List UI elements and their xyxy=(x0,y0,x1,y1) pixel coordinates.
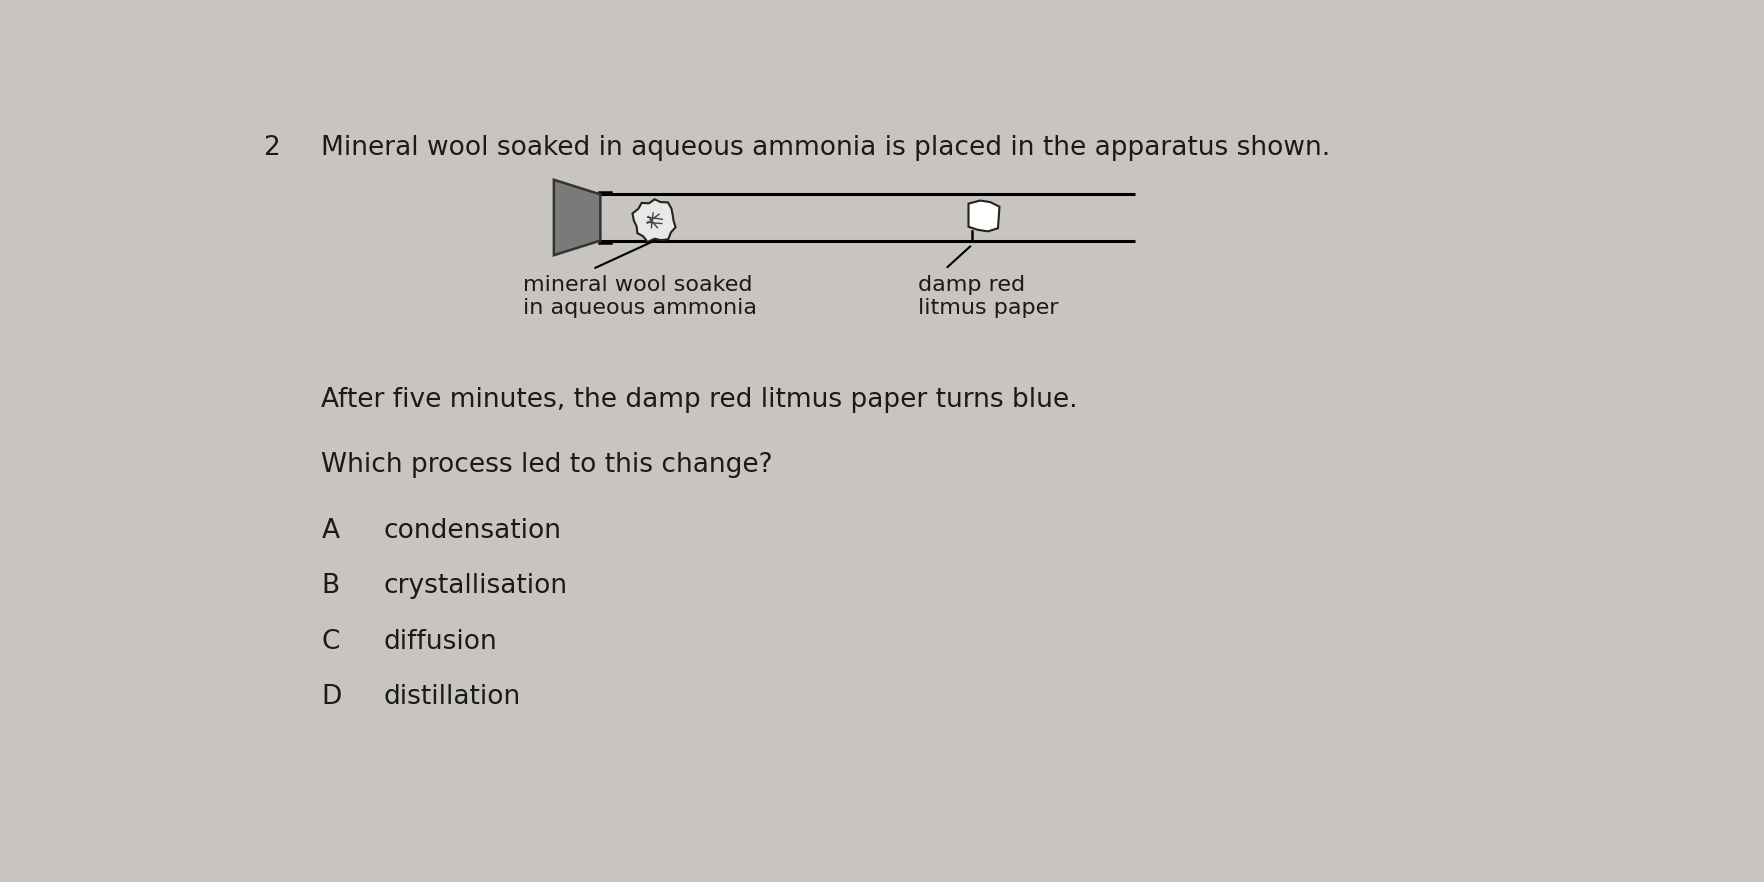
Text: damp red
litmus paper: damp red litmus paper xyxy=(917,275,1058,318)
Text: condensation: condensation xyxy=(383,518,561,544)
Text: Mineral wool soaked in aqueous ammonia is placed in the apparatus shown.: Mineral wool soaked in aqueous ammonia i… xyxy=(321,135,1330,161)
Polygon shape xyxy=(554,180,600,255)
Text: After five minutes, the damp red litmus paper turns blue.: After five minutes, the damp red litmus … xyxy=(321,387,1078,413)
Text: D: D xyxy=(321,684,342,710)
Polygon shape xyxy=(632,199,676,242)
Text: 2: 2 xyxy=(263,135,280,161)
Text: mineral wool soaked
in aqueous ammonia: mineral wool soaked in aqueous ammonia xyxy=(522,275,757,318)
Text: distillation: distillation xyxy=(383,684,520,710)
Text: Which process led to this change?: Which process led to this change? xyxy=(321,452,773,478)
Text: diffusion: diffusion xyxy=(383,629,497,654)
Text: crystallisation: crystallisation xyxy=(383,573,568,599)
Polygon shape xyxy=(968,200,998,231)
Text: C: C xyxy=(321,629,339,654)
Text: A: A xyxy=(321,518,339,544)
Text: B: B xyxy=(321,573,339,599)
